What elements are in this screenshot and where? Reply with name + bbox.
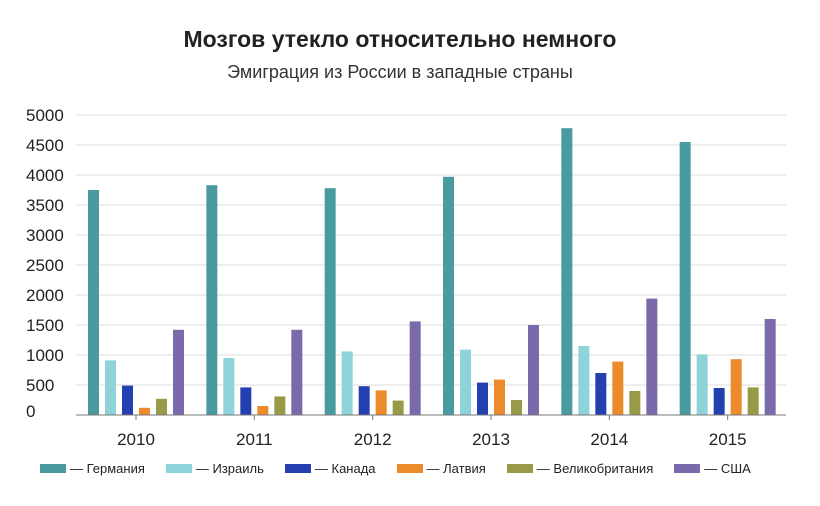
bar-2010-Германия [88,190,99,415]
y-tick-label: 0 [26,402,35,421]
legend-item: — Канада [284,461,376,476]
bar-2011-США [291,329,303,415]
bar-2014-Канада [595,373,607,415]
x-tick-label: 2010 [117,430,155,449]
legend: — Германия — Израиль — Канада — Латвия — Вел… [40,461,772,476]
legend-swatch [284,464,311,473]
bar-2012-Великобритания [392,400,404,415]
bar-2012-Израиль [341,351,353,415]
x-axis-ticks: 2010 2011 2012 2013 2014 2015 [117,415,747,449]
y-tick-label: 500 [26,376,54,395]
bar-2014-Латвия [612,361,624,415]
bar-2014-Великобритания [629,391,641,415]
bar-2011-Израиль [223,358,235,415]
chart-subtitle: Эмиграция из России в западные страны [227,62,573,82]
bar-2014-Израиль [578,346,590,415]
y-tick-label: 4000 [26,166,64,185]
bar-2011-Германия [206,185,218,415]
legend-label: — Великобритания [536,461,654,476]
legend-swatch [396,464,423,473]
bar-2014-США [646,298,658,415]
legend-item: — Германия [40,461,145,476]
bar-2014-Германия [561,128,573,415]
legend-label: — Латвия [426,461,486,476]
legend-item: — Израиль [165,461,264,476]
legend-label: — США [704,461,751,476]
bar-2015-Канада [713,388,725,415]
x-tick-label: 2015 [709,430,747,449]
bar-2013-Израиль [460,349,471,415]
bar-2015-США [764,319,776,415]
bar-2013-Германия [443,176,454,415]
legend-item: — Великобритания [506,461,654,476]
y-tick-label: 3500 [26,196,64,215]
bar-2013-Канада [477,382,488,415]
bar-2010-Канада [122,385,133,415]
x-tick-label: 2011 [236,430,273,449]
bar-2010-Израиль [105,360,116,415]
y-tick-label: 3000 [26,226,64,245]
legend-label: — Израиль [195,461,264,476]
x-tick-label: 2012 [354,430,392,449]
legend-swatch [40,464,66,473]
bar-2012-Латвия [375,390,387,415]
y-tick-label: 2000 [26,286,64,305]
bar-2010-США [173,329,184,415]
bar-2015-Великобритания [747,387,759,415]
bar-2010-Латвия [139,407,150,415]
legend-swatch [506,464,533,473]
y-tick-label: 5000 [26,106,64,125]
bar-2012-Канада [358,386,370,415]
bar-2011-Канада [240,387,252,415]
legend-label: — Канада [314,461,376,476]
bar-2015-Израиль [696,354,708,415]
bar-2015-Латвия [730,359,742,415]
legend-swatch [674,464,701,473]
legend-swatch [165,464,192,473]
y-tick-label: 4500 [26,136,64,155]
bar-2011-Латвия [257,406,269,415]
bar-2015-Германия [679,142,691,415]
x-tick-label: 2014 [590,430,628,449]
bar-2012-США [409,321,421,415]
y-axis-ticks: 0 500 1000 1500 2000 2500 3000 3500 4000 4500 5000 [26,106,64,421]
y-tick-label: 1000 [26,346,64,365]
chart-title: Мозгов утекло относительно немного [183,26,617,52]
legend-item: — Латвия [396,461,486,476]
bar-2013-Латвия [494,379,505,415]
y-tick-label: 1500 [26,316,64,335]
bars [88,128,776,415]
legend-label: — Германия [70,461,145,476]
bar-2013-Великобритания [511,400,522,415]
y-tick-label: 2500 [26,256,64,275]
legend-item: — США [674,461,751,476]
bar-2012-Германия [324,188,336,415]
bar-2010-Великобритания [156,398,167,415]
x-tick-label: 2013 [472,430,510,449]
bar-2013-США [528,325,539,415]
grid-lines [76,114,786,386]
bar-2011-Великобритания [274,396,286,415]
